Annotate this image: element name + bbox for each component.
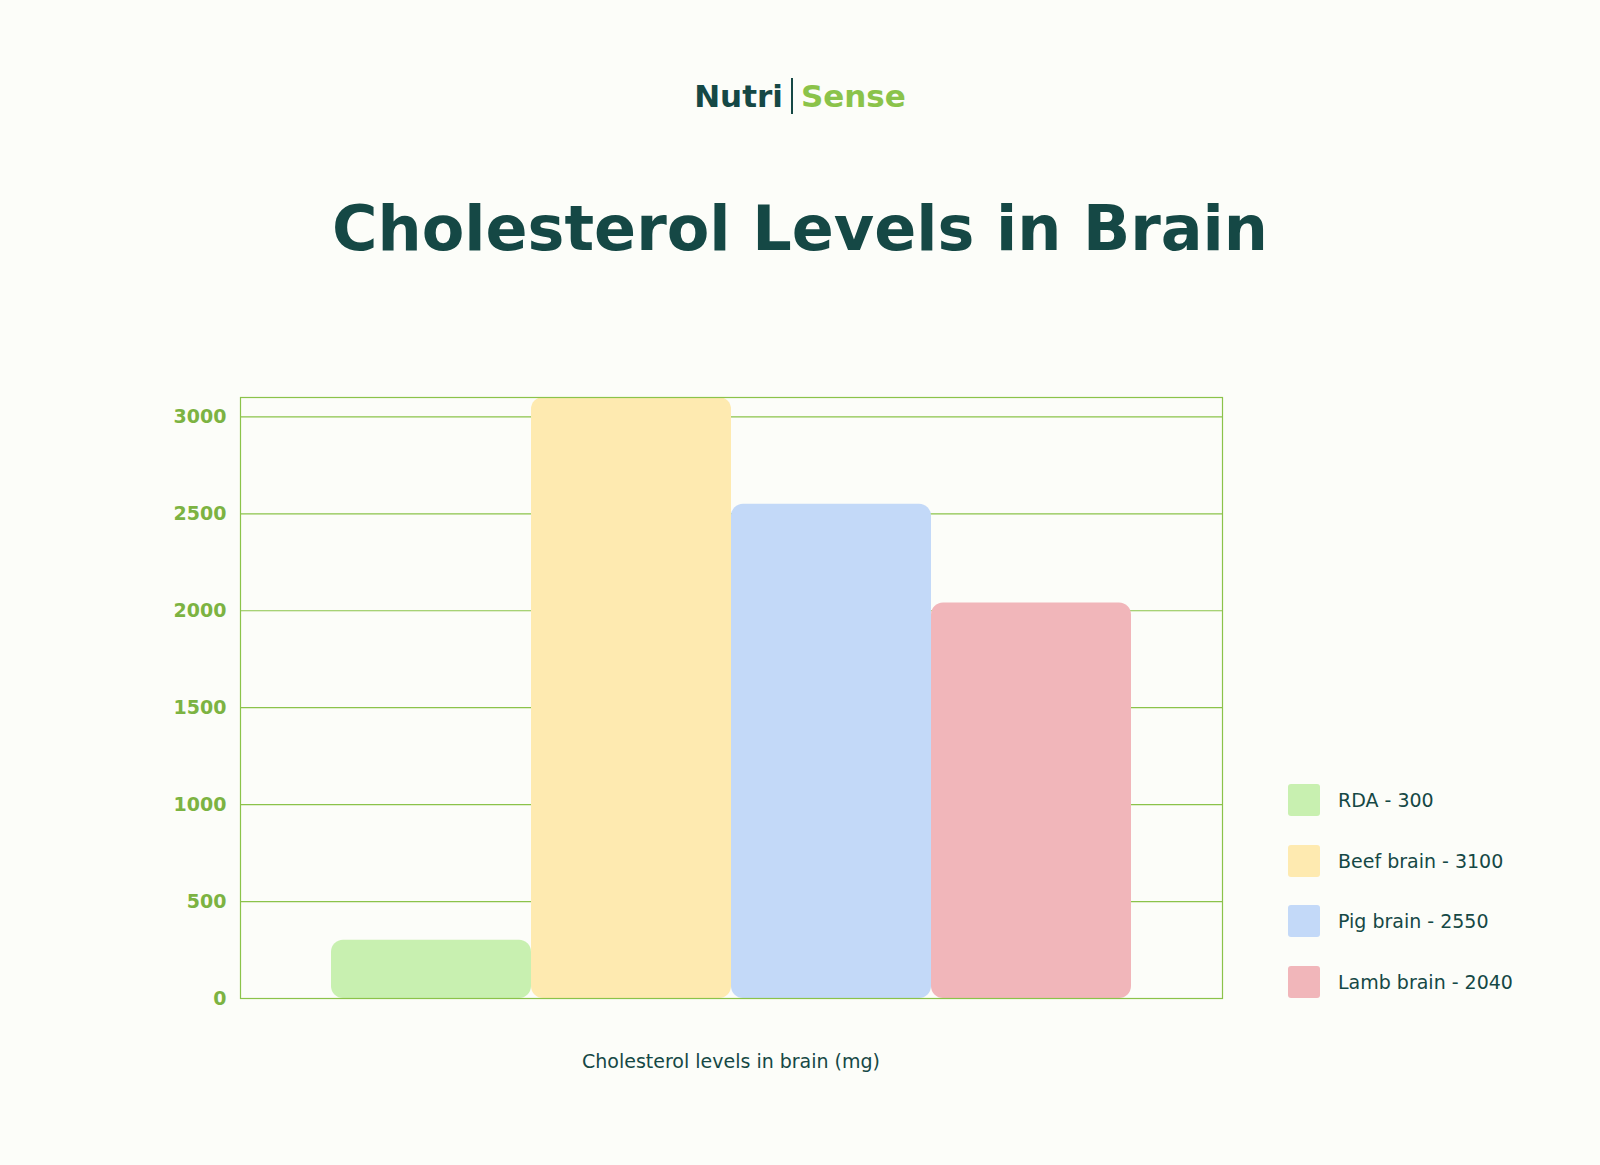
html-text:RDA - 300: RDA - 300: [1338, 789, 1434, 811]
html-text:Nutri: Nutri: [694, 78, 783, 114]
html-text:Cholesterol levels in brain (m: Cholesterol levels in brain (mg): [582, 1050, 880, 1072]
html-text:Sense: Sense: [800, 78, 906, 114]
svg-text:0: 0: [213, 987, 226, 1009]
html-text:Cholesterol Levels in Brain: Cholesterol Levels in Brain: [332, 192, 1268, 265]
html-text:Beef brain - 3100: Beef brain - 3100: [1338, 849, 1504, 872]
svg-text:2000: 2000: [174, 599, 227, 621]
svg-text:2500: 2500: [174, 502, 227, 524]
svg-text:3000: 3000: [174, 405, 227, 427]
html-text:Pig brain - 2550: Pig brain - 2550: [1338, 910, 1489, 932]
svg-text:1000: 1000: [174, 793, 227, 815]
html-text:Lamb brain - 2040: Lamb brain - 2040: [1338, 970, 1513, 993]
svg-text:500: 500: [187, 890, 227, 912]
svg-text:1500: 1500: [174, 696, 227, 718]
